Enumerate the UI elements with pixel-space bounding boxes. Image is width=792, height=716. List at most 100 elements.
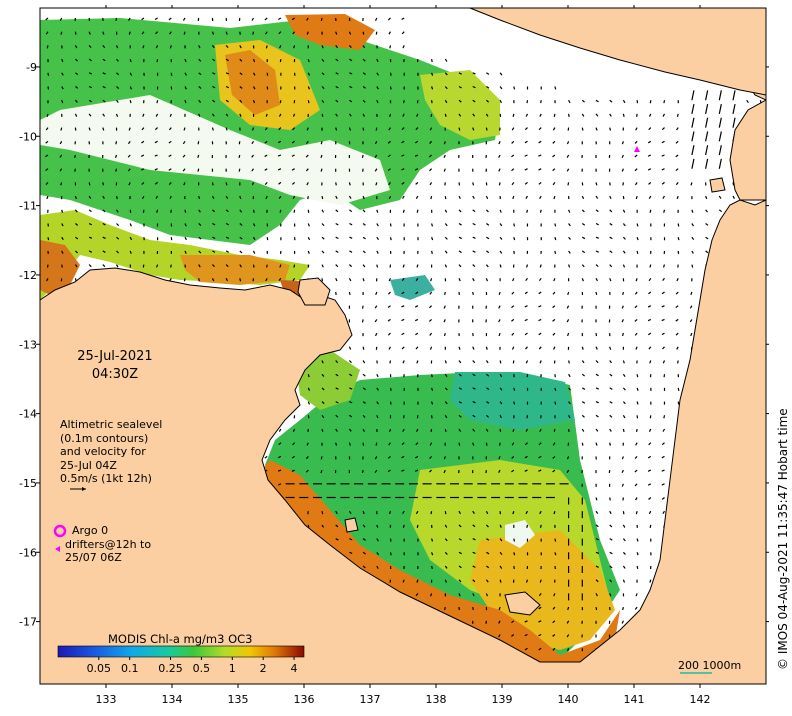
velocity-arrow: [524, 168, 528, 171]
velocity-arrow: [524, 305, 528, 308]
velocity-arrow: [376, 565, 379, 569]
velocity-arrow: [458, 236, 462, 240]
velocity-arrow: [458, 510, 461, 515]
velocity-arrow: [374, 319, 378, 323]
velocity-arrow: [266, 237, 269, 241]
colorbar-tick-label: 0.1: [121, 662, 139, 675]
velocity-arrow: [486, 538, 490, 541]
velocity-arrow: [348, 195, 352, 199]
velocity-arrow: [154, 181, 158, 185]
velocity-arrow: [306, 127, 309, 131]
velocity-arrow: [634, 305, 638, 309]
velocity-arrow: [539, 579, 542, 583]
velocity-arrow: [225, 222, 230, 226]
lon-tick-label: 142: [690, 693, 711, 706]
velocity-arrow: [264, 31, 268, 35]
velocity-arrow: [511, 291, 515, 295]
velocity-arrow: [362, 250, 366, 254]
velocity-arrow: [376, 223, 379, 227]
velocity-arrow: [538, 647, 542, 651]
velocity-arrow: [140, 154, 145, 157]
velocity-arrow: [635, 593, 638, 597]
velocity-arrow: [675, 332, 679, 336]
velocity-arrow: [499, 373, 503, 378]
velocity-arrow: [661, 332, 665, 336]
velocity-arrow: [622, 291, 624, 296]
velocity-arrow: [211, 45, 215, 49]
velocity-arrow: [184, 250, 187, 254]
velocity-arrow: [566, 634, 570, 638]
velocity-arrow: [443, 168, 446, 172]
velocity-arrow: [387, 154, 391, 158]
velocity-arrow: [705, 236, 709, 240]
velocity-arrow: [387, 140, 391, 144]
velocity-arrow: [538, 620, 542, 623]
velocity-arrow: [718, 90, 722, 101]
velocity-arrow: [622, 606, 624, 611]
velocity-arrow: [321, 195, 324, 200]
lon-tick-label: 140: [558, 693, 579, 706]
velocity-arrow: [265, 113, 268, 117]
velocity-arrow: [376, 415, 379, 419]
velocity-arrow: [154, 127, 159, 131]
velocity-arrow: [581, 373, 586, 377]
velocity-arrow: [538, 127, 542, 131]
velocity-arrow: [376, 86, 379, 90]
velocity-arrow: [225, 264, 229, 268]
velocity-arrow: [499, 72, 503, 76]
velocity-arrow: [102, 250, 106, 253]
velocity-arrow: [690, 332, 693, 337]
velocity-arrow: [718, 195, 722, 199]
velocity-arrow: [292, 127, 296, 131]
velocity-arrow: [292, 113, 296, 117]
velocity-arrow: [116, 58, 119, 62]
velocity-arrow: [362, 45, 366, 49]
velocity-arrow: [376, 250, 379, 254]
velocity-arrow: [184, 100, 187, 104]
velocity-arrow: [661, 318, 665, 322]
velocity-arrow: [321, 58, 325, 62]
velocity-arrow: [102, 113, 106, 117]
velocity-arrow: [239, 223, 243, 226]
velocity-arrow: [141, 140, 145, 144]
velocity-arrow: [401, 181, 405, 185]
velocity-arrow: [307, 223, 310, 227]
velocity-arrow: [401, 154, 405, 157]
velocity-arrow: [499, 387, 503, 391]
velocity-arrow: [705, 117, 709, 128]
argo-legend: Argo 0 drifters@12h to 25/07 06Z: [54, 524, 151, 565]
velocity-arrow: [472, 414, 476, 418]
argo-legend-circle: [53, 524, 67, 538]
map-time: 04:30Z: [91, 367, 139, 382]
velocity-arrow: [416, 428, 419, 432]
velocity-arrow: [472, 510, 475, 514]
velocity-arrow: [499, 99, 502, 104]
velocity-arrow: [472, 360, 476, 364]
velocity-arrow: [485, 579, 489, 583]
velocity-arrow: [581, 250, 586, 254]
velocity-arrow: [568, 264, 571, 268]
chl-north-orange: [225, 50, 280, 115]
velocity-arrow: [402, 195, 405, 199]
velocity-arrow: [661, 483, 665, 486]
velocity-arrow: [691, 209, 694, 213]
velocity-arrow: [498, 620, 501, 624]
velocity-arrow: [74, 58, 78, 62]
velocity-arrow: [321, 45, 324, 49]
velocity-arrow: [444, 538, 448, 542]
velocity-arrow: [362, 113, 366, 117]
velocity-arrow: [443, 305, 446, 309]
velocity-arrow: [335, 45, 339, 49]
velocity-arrow: [622, 565, 626, 569]
velocity-arrow: [622, 236, 626, 240]
velocity-arrow: [198, 209, 201, 213]
velocity-arrow: [238, 168, 241, 172]
velocity-arrow: [648, 428, 652, 432]
velocity-arrow: [691, 117, 695, 128]
velocity-arrow: [566, 456, 570, 460]
velocity-arrow: [129, 100, 132, 104]
lon-tick-label: 134: [162, 693, 183, 706]
velocity-arrow: [293, 209, 296, 213]
velocity-arrow: [526, 524, 529, 528]
velocity-arrow: [335, 99, 339, 103]
